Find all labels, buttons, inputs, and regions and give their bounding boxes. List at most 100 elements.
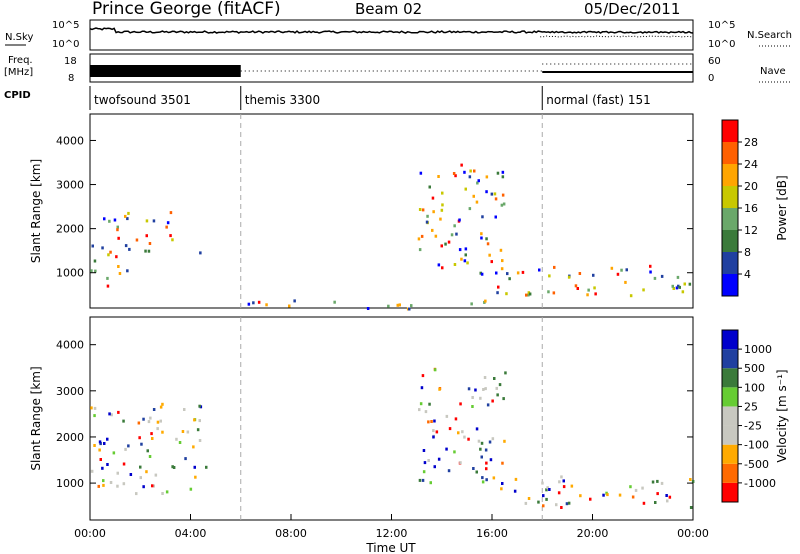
- velocity-cell: [589, 497, 592, 501]
- velocity-cell: [139, 476, 142, 480]
- velocity-cell: [498, 383, 502, 387]
- velocity-cell: [606, 493, 609, 497]
- colorbar-tick-label: -500: [744, 458, 769, 471]
- velocity-cell: [656, 492, 659, 496]
- power-cell: [148, 242, 152, 245]
- power-colorbar-swatch: [722, 120, 738, 142]
- velocity-cell: [98, 440, 102, 444]
- velocity-cell: [205, 465, 208, 469]
- power-cell: [553, 265, 556, 269]
- power-cell: [501, 193, 505, 197]
- power-cell: [469, 169, 472, 173]
- velocity-colorbar-swatch: [722, 406, 738, 426]
- velocity-colorbar-frame: [721, 329, 739, 503]
- power-cell: [683, 282, 686, 286]
- velocity-cell: [618, 493, 622, 497]
- velocity-cell: [565, 502, 569, 506]
- power-colorbar-swatch: [722, 230, 738, 252]
- y-tick-label: 2000: [56, 431, 84, 444]
- velocity-cell: [429, 481, 432, 485]
- nsky-trace: [89, 27, 694, 38]
- power-cell: [152, 219, 156, 223]
- velocity-colorbar-swatch: [722, 482, 738, 502]
- power-cell: [675, 286, 679, 290]
- velocity-cell: [651, 480, 655, 484]
- y-tick-label: 4000: [56, 339, 84, 352]
- velocity-cell: [488, 440, 492, 444]
- power-cell: [145, 219, 149, 223]
- power-cell: [490, 260, 493, 264]
- velocity-cell: [161, 492, 164, 495]
- power-cell: [101, 246, 104, 250]
- velocity-cell: [186, 430, 190, 434]
- velocity-cell: [93, 444, 96, 447]
- colorbar-tick-label: 12: [744, 224, 758, 237]
- velocity-cell: [545, 488, 548, 492]
- power-cell: [481, 215, 484, 219]
- velocity-colorbar: 1000 500 100 25 -25 -100 -500 -1000 Velocity [m …: [721, 329, 789, 503]
- power-cell: [660, 274, 664, 278]
- power-cell: [502, 202, 506, 206]
- velocity-cell: [485, 461, 488, 465]
- power-cell: [480, 236, 483, 240]
- power-cell: [593, 286, 596, 290]
- power-cell: [171, 238, 174, 242]
- velocity-cell: [428, 402, 431, 406]
- power-cell: [485, 237, 488, 241]
- power-cell: [464, 247, 468, 251]
- velocity-cell: [567, 501, 571, 505]
- power-cell: [476, 181, 479, 185]
- velocity-cell: [562, 479, 565, 483]
- velocity-cell: [485, 467, 488, 471]
- velocity-cell: [541, 481, 544, 485]
- velocity-cell: [471, 396, 474, 399]
- velocity-cell: [109, 481, 113, 484]
- power-cell: [450, 233, 454, 237]
- power-cell: [468, 175, 472, 179]
- velocity-cell: [491, 437, 495, 441]
- nave-tick-top: 60: [708, 56, 721, 67]
- nsearch-label: N.Search: [747, 30, 792, 41]
- velocity-cell: [171, 465, 174, 469]
- velocity-cell: [537, 500, 540, 504]
- velocity-cell: [183, 408, 186, 411]
- power-cell: [486, 242, 490, 246]
- power-cell: [501, 170, 505, 174]
- velocity-cell: [479, 447, 482, 451]
- power-cell: [441, 191, 444, 195]
- velocity-cell: [485, 478, 488, 482]
- power-cell: [452, 172, 456, 175]
- power-cell: [576, 287, 579, 290]
- velocity-cell: [99, 458, 102, 461]
- y-tick-label: 3000: [56, 385, 84, 398]
- power-cell: [437, 175, 440, 178]
- velocity-cell: [110, 413, 113, 417]
- velocity-cell: [457, 431, 460, 435]
- power-cell: [135, 238, 139, 242]
- velocity-cell: [184, 457, 187, 461]
- power-cell: [508, 277, 511, 281]
- velocity-colorbar-swatch: [722, 425, 738, 445]
- power-cell: [642, 288, 645, 292]
- power-cell: [247, 302, 251, 306]
- x-tick-label: 12:00: [376, 527, 408, 540]
- velocity-cell: [93, 406, 97, 410]
- power-cell: [516, 271, 520, 275]
- velocity-cell: [419, 402, 423, 406]
- power-cell: [460, 257, 463, 261]
- velocity-cell: [480, 455, 483, 459]
- velocity-cell: [542, 504, 545, 508]
- velocity-cell: [189, 487, 193, 491]
- power-cell: [147, 249, 151, 253]
- power-cell: [496, 171, 500, 175]
- velocity-cell: [560, 475, 563, 479]
- velocity-cell: [483, 376, 487, 379]
- power-cell: [396, 303, 399, 307]
- power-cell: [441, 203, 444, 207]
- y-tick-label: 1000: [56, 267, 84, 280]
- nsearch-line: [540, 35, 693, 38]
- colorbar-tick-label: 16: [744, 202, 758, 215]
- power-cell: [527, 291, 531, 295]
- velocity-cell: [479, 396, 482, 400]
- power-cell: [116, 228, 119, 232]
